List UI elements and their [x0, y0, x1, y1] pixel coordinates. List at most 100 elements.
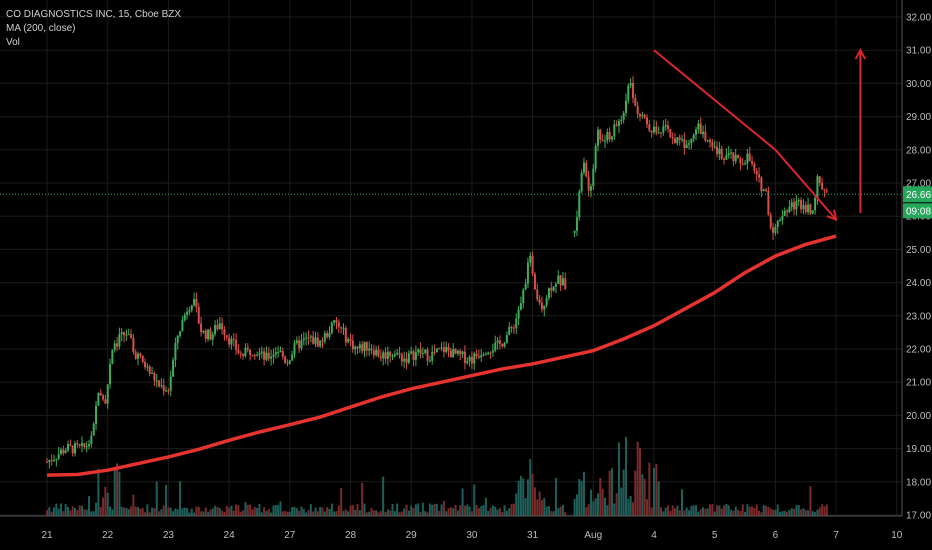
volume-bar — [277, 504, 280, 516]
price-axis[interactable]: 17.00 18.00 19.00 20.00 21.00 22.00 23.00 24.00… — [901, 0, 932, 550]
candle-body — [209, 329, 212, 340]
candle-body — [356, 346, 359, 349]
candle-body — [438, 348, 441, 350]
ma-legend[interactable]: MA (200, close) — [6, 23, 76, 34]
volume-bar — [349, 505, 352, 516]
candle-body — [281, 350, 284, 357]
candle-body — [76, 443, 79, 445]
candle-body — [288, 360, 291, 364]
volume-bar — [188, 512, 191, 516]
current-price-badge: 26.66 09:08 — [903, 186, 932, 219]
candle-body — [351, 340, 354, 350]
volume-bar — [825, 504, 828, 516]
volume-bar — [125, 507, 128, 516]
volume-legend[interactable]: Vol — [6, 37, 20, 48]
candle-body — [319, 340, 322, 347]
candle-body — [97, 392, 100, 406]
volume-bar — [274, 505, 277, 516]
candle-body — [62, 449, 65, 454]
volume-bar — [365, 512, 368, 516]
volume-bar — [225, 505, 228, 516]
candle-body — [197, 307, 200, 324]
target-arrow — [854, 48, 867, 213]
candle-body — [622, 112, 625, 120]
volume-bar — [573, 498, 576, 516]
candle-body — [790, 202, 793, 208]
volume-bar — [519, 475, 522, 516]
volume-bar — [592, 501, 595, 516]
candle-body — [744, 163, 747, 165]
candle-body — [636, 106, 639, 114]
volume-bar — [697, 511, 700, 516]
volume-bar — [237, 505, 240, 516]
volume-bar — [809, 486, 812, 516]
candle-body — [781, 215, 784, 220]
candle-body — [144, 362, 147, 368]
volume-bar — [295, 508, 298, 516]
volume-bar — [653, 468, 655, 516]
candle-body — [419, 349, 422, 354]
volume-bar — [580, 480, 583, 516]
volume-bar — [354, 509, 357, 516]
time-tick-label: 10 — [891, 530, 903, 541]
volume-bar — [790, 508, 793, 516]
volume-bar — [667, 505, 670, 516]
volume-bar — [356, 504, 359, 516]
volume-bar — [468, 506, 471, 516]
candle-body — [461, 351, 464, 355]
candle-body — [772, 227, 775, 233]
volume-bar — [456, 510, 459, 516]
trend-arrow — [774, 149, 838, 222]
volume-bar — [181, 508, 184, 516]
candle-body — [445, 347, 448, 353]
volume-bar — [596, 493, 599, 516]
volume-bar — [615, 493, 618, 516]
candle-body — [559, 275, 562, 286]
candle-body — [814, 197, 817, 211]
candle-body — [498, 340, 501, 345]
candle-body — [795, 201, 798, 210]
volume-bar — [720, 508, 723, 516]
volume-bar — [681, 489, 684, 516]
candle-body — [106, 384, 109, 404]
candle-body — [151, 372, 154, 374]
volume-bar — [816, 509, 819, 516]
candle-body — [594, 145, 597, 169]
candle-body — [169, 376, 172, 391]
candle-body — [307, 337, 310, 339]
volume-bar — [344, 509, 347, 516]
candle-body — [821, 183, 824, 190]
volume-bar — [732, 510, 735, 516]
candle-body — [148, 366, 151, 374]
symbol-legend[interactable]: CO DIAGNOSTICS INC, 15, Cboe BZX — [6, 9, 182, 20]
volume-bar — [491, 505, 494, 516]
candle-body — [545, 298, 548, 306]
candle-body — [50, 460, 53, 462]
candle-body — [601, 139, 604, 141]
volume-bar — [807, 510, 810, 516]
time-tick-label: 5 — [712, 530, 718, 541]
candle-body — [802, 205, 805, 210]
volume-bar — [484, 497, 487, 516]
volume-bar — [67, 507, 70, 516]
candle-body — [211, 334, 214, 340]
volume-bar — [547, 505, 550, 516]
candle-body — [410, 351, 413, 354]
volume-bar — [608, 470, 611, 516]
volume-bar — [638, 447, 641, 516]
price-tick-label: 22.00 — [906, 345, 931, 356]
candle-body — [650, 130, 653, 133]
candle-body — [475, 353, 478, 357]
time-axis[interactable]: 21 22 23 24 27 28 29 30 31 Aug 4 5 6 7 10 — [0, 515, 903, 541]
volume-bar — [368, 511, 371, 516]
candle-body — [818, 176, 821, 184]
volume-bar — [538, 491, 541, 516]
candle-body — [442, 347, 445, 353]
volume-bar — [744, 511, 747, 516]
volume-bar — [435, 503, 438, 516]
candle-body — [564, 278, 567, 290]
volume-bar — [522, 478, 525, 516]
volume-bar — [251, 509, 254, 516]
candle-body — [391, 355, 394, 357]
